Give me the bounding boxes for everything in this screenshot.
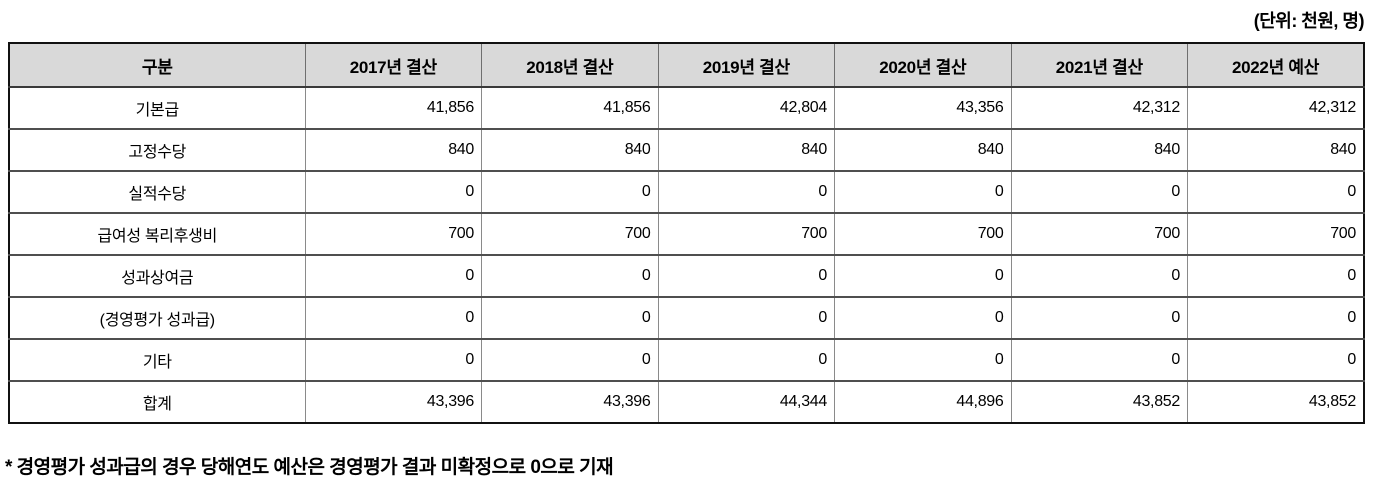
value-cell: 43,356	[834, 87, 1012, 130]
value-cell: 42,804	[657, 87, 835, 130]
value-cell: 0	[657, 338, 835, 382]
value-cell: 0	[834, 296, 1012, 340]
value-cell: 0	[657, 254, 835, 298]
header-2022: 2022년 예산	[1187, 42, 1365, 88]
table-row: 성과상여금 0 0 0 0 0 0	[8, 254, 1365, 298]
value-cell: 43,852	[1010, 380, 1188, 424]
row-label: 고정수당	[8, 128, 306, 172]
unit-label: (단위: 천원, 명)	[1253, 11, 1365, 31]
value-cell: 840	[1187, 128, 1365, 172]
table-row: 급여성 복리후생비 700 700 700 700 700 700	[8, 212, 1365, 256]
table-body: 기본급 41,856 41,856 42,804 43,356 42,312 42,312 고…	[8, 87, 1365, 424]
header-row: 구분 2017년 결산 2018년 결산 2019년 결산 2020년 결산 2…	[8, 42, 1365, 88]
table-row-total: 합계 43,396 43,396 44,344 44,896 43,852 43,852	[8, 380, 1365, 424]
header-2020: 2020년 결산	[834, 42, 1012, 88]
value-cell: 0	[304, 170, 482, 214]
table-row: 기본급 41,856 41,856 42,804 43,356 42,312 42,312	[8, 87, 1365, 130]
value-cell: 700	[834, 212, 1012, 256]
header-2021: 2021년 결산	[1010, 42, 1188, 88]
value-cell: 0	[1187, 338, 1365, 382]
table-row: 실적수당 0 0 0 0 0 0	[8, 170, 1365, 214]
value-cell: 0	[834, 338, 1012, 382]
value-cell: 0	[304, 338, 482, 382]
value-cell: 0	[657, 170, 835, 214]
value-cell: 840	[304, 128, 482, 172]
value-cell: 0	[481, 254, 659, 298]
value-cell: 0	[1010, 296, 1188, 340]
value-cell: 41,856	[481, 87, 659, 130]
value-cell: 42,312	[1187, 87, 1365, 130]
value-cell: 43,852	[1187, 380, 1365, 424]
value-cell: 0	[1187, 170, 1365, 214]
value-cell: 0	[481, 296, 659, 340]
value-cell: 0	[1187, 296, 1365, 340]
value-cell: 700	[657, 212, 835, 256]
row-label: 급여성 복리후생비	[8, 212, 306, 256]
value-cell: 43,396	[304, 380, 482, 424]
row-label: 성과상여금	[8, 254, 306, 298]
value-cell: 0	[657, 296, 835, 340]
table-row: 고정수당 840 840 840 840 840 840	[8, 128, 1365, 172]
value-cell: 0	[1187, 254, 1365, 298]
row-label: 합계	[8, 380, 306, 424]
header-2017: 2017년 결산	[304, 42, 482, 88]
header-2019: 2019년 결산	[657, 42, 835, 88]
table-header: 구분 2017년 결산 2018년 결산 2019년 결산 2020년 결산 2…	[8, 42, 1365, 88]
value-cell: 0	[481, 170, 659, 214]
footnote: * 경영평가 성과급의 경우 당해연도 예산은 경영평가 결과 미확정으로 0으…	[5, 457, 614, 478]
value-cell: 840	[834, 128, 1012, 172]
value-cell: 44,344	[657, 380, 835, 424]
value-cell: 0	[481, 338, 659, 382]
value-cell: 0	[1010, 254, 1188, 298]
table-row: 기타 0 0 0 0 0 0	[8, 338, 1365, 382]
value-cell: 700	[481, 212, 659, 256]
row-label: (경영평가 성과급)	[8, 296, 306, 340]
header-2018: 2018년 결산	[481, 42, 659, 88]
salary-budget-table: 구분 2017년 결산 2018년 결산 2019년 결산 2020년 결산 2…	[8, 42, 1365, 424]
row-label: 기본급	[8, 87, 306, 130]
table-row: (경영평가 성과급) 0 0 0 0 0 0	[8, 296, 1365, 340]
value-cell: 700	[304, 212, 482, 256]
value-cell: 42,312	[1010, 87, 1188, 130]
value-cell: 0	[834, 170, 1012, 214]
value-cell: 0	[1010, 170, 1188, 214]
value-cell: 700	[1187, 212, 1365, 256]
header-category: 구분	[8, 42, 306, 88]
value-cell: 44,896	[834, 380, 1012, 424]
value-cell: 840	[1010, 128, 1188, 172]
value-cell: 0	[304, 296, 482, 340]
value-cell: 0	[1010, 338, 1188, 382]
row-label: 실적수당	[8, 170, 306, 214]
value-cell: 700	[1010, 212, 1188, 256]
value-cell: 43,396	[481, 380, 659, 424]
value-cell: 840	[657, 128, 835, 172]
value-cell: 0	[834, 254, 1012, 298]
value-cell: 0	[304, 254, 482, 298]
value-cell: 840	[481, 128, 659, 172]
value-cell: 41,856	[304, 87, 482, 130]
row-label: 기타	[8, 338, 306, 382]
